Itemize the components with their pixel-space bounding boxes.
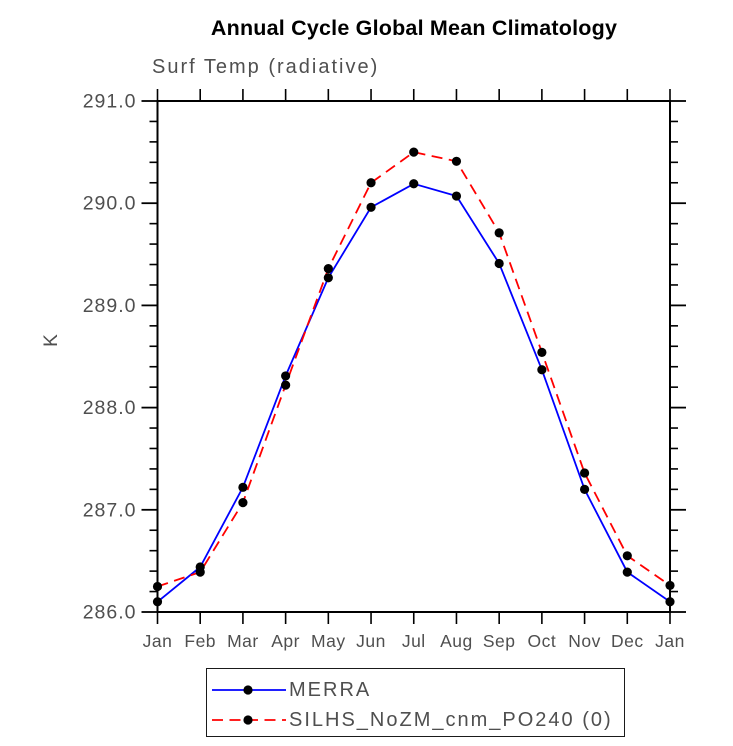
data-point-marker: [238, 498, 248, 508]
data-point-marker: [323, 273, 333, 283]
merra-line-sample-icon: [212, 685, 286, 695]
legend-sample-marker: [243, 715, 253, 725]
x-tick-label: Jan: [655, 631, 685, 651]
x-tick-label: Mar: [227, 631, 259, 651]
x-tick-label: Jan: [143, 631, 173, 651]
data-point-marker: [494, 258, 504, 269]
x-tick-label: Oct: [528, 631, 557, 651]
data-point-marker: [238, 482, 248, 492]
data-point-marker: [451, 156, 462, 166]
data-point-marker: [152, 597, 163, 607]
data-point-marker: [579, 484, 590, 494]
x-tick-label: Feb: [184, 631, 216, 651]
legend-item-silhs: SILHS_NoZM_cnm_PO240 (0): [211, 705, 624, 735]
y-axis-label: K: [41, 333, 62, 347]
legend-sample-marker: [243, 685, 253, 695]
data-point-marker: [665, 580, 675, 591]
x-tick-label: Dec: [611, 631, 644, 651]
data-point-marker: [195, 567, 205, 577]
data-point-marker: [366, 178, 376, 188]
y-tick-label: 287.0: [83, 499, 137, 521]
x-tick-label: Nov: [568, 631, 601, 651]
x-tick-label: Sep: [483, 631, 516, 651]
data-point-marker: [537, 365, 547, 375]
y-tick-label: 286.0: [83, 602, 137, 624]
data-point-marker: [622, 567, 632, 577]
legend-label-merra: MERRA: [289, 678, 372, 701]
y-tick-label: 291.0: [83, 91, 137, 113]
data-point-marker: [494, 228, 504, 238]
data-point-marker: [323, 264, 333, 274]
series-line-1: [157, 151, 671, 588]
data-point-marker: [451, 191, 462, 201]
x-tick-label: Aug: [440, 631, 473, 651]
data-point-marker: [409, 179, 419, 189]
silhs-line-sample-icon: [212, 715, 286, 725]
x-tick-label: Jul: [402, 631, 426, 651]
chart-subtitle: Surf Temp (radiative): [152, 56, 380, 78]
data-point-marker: [537, 347, 547, 358]
data-point-marker: [281, 380, 291, 390]
data-point-marker: [622, 551, 632, 561]
data-point-marker: [665, 597, 675, 607]
data-point-marker: [366, 202, 376, 212]
x-tick-label: Apr: [271, 631, 300, 651]
y-tick-label: 289.0: [83, 295, 137, 317]
chart-title: Annual Cycle Global Mean Climatology: [210, 16, 618, 40]
y-tick-label: 290.0: [83, 193, 137, 215]
data-point-marker: [579, 468, 590, 478]
legend-label-silhs: SILHS_NoZM_cnm_PO240 (0): [289, 708, 613, 731]
plot-frame: [156, 100, 671, 613]
x-tick-label: May: [311, 631, 346, 651]
y-tick-label: 288.0: [83, 397, 137, 419]
legend-item-merra: MERRA: [211, 675, 624, 705]
data-point-marker: [152, 581, 163, 592]
x-tick-label: Jun: [356, 631, 386, 651]
legend: MERRA SILHS_NoZM_cnm_PO240 (0): [206, 668, 625, 737]
data-point-marker: [281, 371, 291, 381]
series-line-0: [156, 182, 671, 603]
data-point-marker: [409, 147, 419, 157]
